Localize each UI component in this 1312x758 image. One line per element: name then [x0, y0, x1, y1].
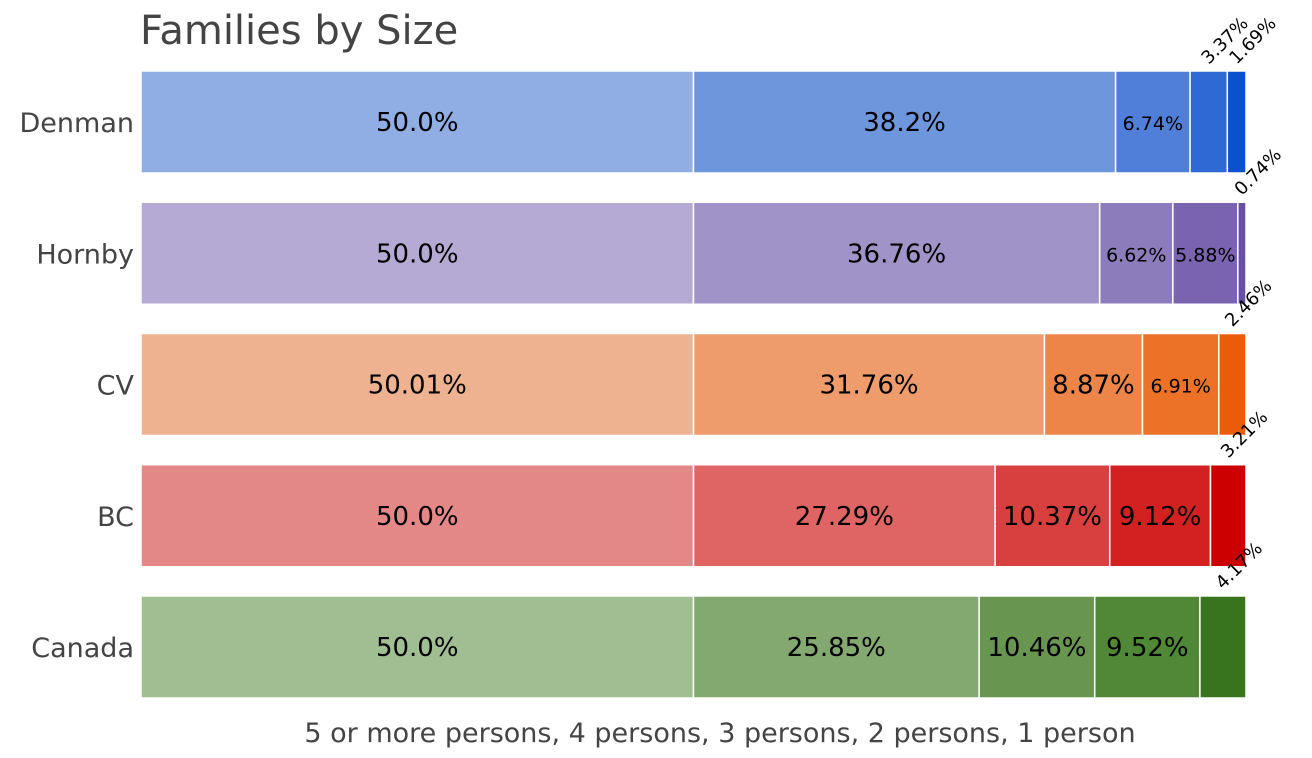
bar-segment — [1114, 70, 1191, 174]
data-label: 6.62% — [1106, 244, 1166, 266]
bar-segment — [140, 332, 695, 437]
bar-segment — [140, 70, 695, 174]
bar-segment — [1108, 464, 1212, 568]
data-label: 6.74% — [1123, 113, 1183, 135]
bar-segment — [1141, 332, 1220, 437]
bar-row-denman: Denman 50.0% 38.2% 6.74%3.37%1.69% — [20, 13, 1281, 174]
bar-rows: Denman 50.0% 38.2% 6.74%3.37%1.69%Hornby 50.… — [20, 13, 1286, 699]
bar-row-hornby: Hornby 50.0% 36.76% 6.62% 5.88%0.74% — [36, 144, 1286, 305]
data-label: 50.01% — [368, 371, 467, 401]
category-label: CV — [97, 371, 135, 402]
data-label: 6.91% — [1150, 376, 1210, 398]
bar-segment — [994, 464, 1111, 568]
bar-segment — [1226, 70, 1247, 174]
bar-row-cv: CV 50.01% 31.76% 8.87% 6.91%2.46% — [97, 276, 1276, 437]
category-label: BC — [97, 502, 134, 533]
x-axis-label: 5 or more persons, 4 persons, 3 persons,… — [304, 718, 1135, 749]
data-label: 5.88% — [1175, 244, 1235, 266]
bar-segment — [1189, 70, 1229, 174]
bar-segment — [1218, 332, 1247, 437]
bar-segment — [1043, 332, 1144, 437]
chart-title: Families by Size — [140, 8, 458, 54]
bar-segment — [1209, 464, 1247, 568]
bar-segment — [140, 595, 695, 699]
category-label: Hornby — [36, 239, 134, 270]
data-label: 36.76% — [847, 239, 946, 269]
bar-segment — [1098, 201, 1174, 305]
bar-segment — [140, 201, 695, 305]
bar-segment — [692, 201, 1101, 305]
bar-row-canada: Canada 50.0% 25.85% 10.46% 9.52%4.17% — [31, 538, 1267, 699]
data-label: 9.12% — [1119, 502, 1202, 532]
bar-segment — [140, 464, 695, 568]
data-label: 8.87% — [1052, 371, 1135, 401]
data-label: 38.2% — [863, 108, 946, 138]
bar-segment — [692, 332, 1046, 437]
data-label: 50.0% — [376, 502, 459, 532]
data-label: 50.0% — [376, 108, 459, 138]
category-label: Denman — [20, 108, 134, 139]
data-label: 50.0% — [376, 633, 459, 663]
bar-segment — [1237, 201, 1247, 305]
bar-segment — [978, 595, 1096, 699]
data-label: 50.0% — [376, 239, 459, 269]
data-label: 10.37% — [1003, 502, 1102, 532]
data-label: 25.85% — [787, 633, 886, 663]
data-label: 27.29% — [795, 502, 894, 532]
data-label: 9.52% — [1106, 633, 1189, 663]
bar-segment — [1199, 595, 1247, 699]
data-label: 31.76% — [819, 371, 918, 401]
data-label: 10.46% — [987, 633, 1086, 663]
category-label: Canada — [31, 633, 134, 664]
bar-row-bc: BC 50.0% 27.29% 10.37% 9.12%3.21% — [97, 407, 1272, 568]
